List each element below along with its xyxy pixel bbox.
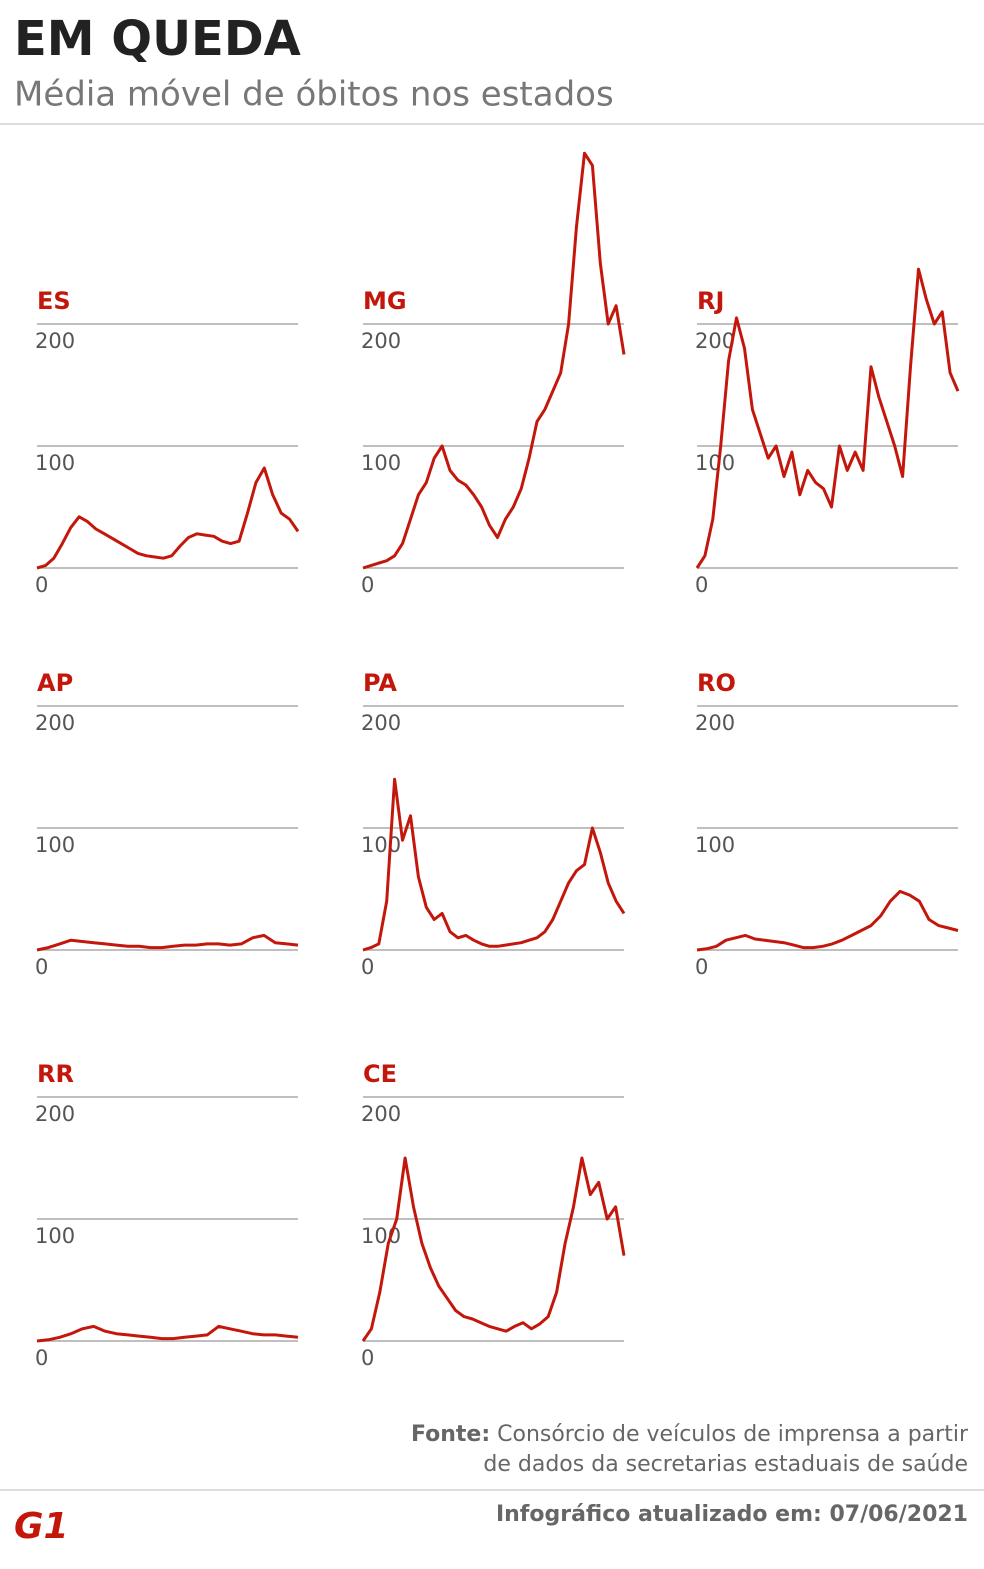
title: EM QUEDA xyxy=(14,11,301,67)
data-line xyxy=(696,889,959,952)
panel-title: MG xyxy=(363,287,407,315)
y-tick-label: 200 xyxy=(35,711,75,735)
y-tick-label: 200 xyxy=(361,329,401,353)
charts: ES 0 100 200 MG 0 100 200 RJ 0 100 200 AP 0 100 200 PA 0 1… xyxy=(35,151,960,1370)
panel-title: RR xyxy=(37,1060,74,1088)
updated: Infográfico atualizado em: 07/06/2021 xyxy=(496,1502,968,1527)
y-tick-label: 200 xyxy=(695,711,735,735)
data-line xyxy=(36,1324,299,1343)
y-tick-label: 200 xyxy=(695,329,735,353)
panel-title: CE xyxy=(363,1060,397,1088)
y-tick-label: 200 xyxy=(35,329,75,353)
y-tick-label: 100 xyxy=(35,1224,75,1248)
y-tick-label: 200 xyxy=(361,1102,401,1126)
y-tick-label: 100 xyxy=(361,451,401,475)
y-tick-label: 200 xyxy=(361,711,401,735)
panel-title: AP xyxy=(37,669,73,697)
source-text: de dados da secretarias estaduais de saú… xyxy=(483,1452,968,1477)
data-line xyxy=(695,267,960,569)
y-tick-label: 0 xyxy=(361,573,374,597)
source-label: Fonte: xyxy=(411,1422,490,1447)
y-tick-label: 0 xyxy=(695,955,708,979)
y-tick-label: 0 xyxy=(361,1346,374,1370)
source: Fonte: Consórcio de veículos de imprensa… xyxy=(411,1422,969,1447)
data-line xyxy=(36,933,299,952)
source-text: Consórcio de veículos de imprensa a part… xyxy=(497,1422,969,1447)
y-tick-label: 0 xyxy=(35,1346,48,1370)
y-tick-label: 100 xyxy=(35,833,75,857)
y-tick-label: 0 xyxy=(695,573,708,597)
y-tick-label: 100 xyxy=(695,451,735,475)
data-line xyxy=(362,151,626,570)
y-tick-label: 0 xyxy=(35,955,48,979)
data-line xyxy=(362,777,626,952)
y-tick-label: 0 xyxy=(361,955,374,979)
y-tick-label: 100 xyxy=(695,833,735,857)
panel-title: RJ xyxy=(697,287,724,315)
y-tick-label: 100 xyxy=(361,833,401,857)
logo: G1 xyxy=(14,1506,69,1547)
subtitle: Média móvel de óbitos nos estados xyxy=(14,75,614,115)
y-tick-label: 0 xyxy=(35,573,48,597)
y-tick-label: 100 xyxy=(35,451,75,475)
panel-title: ES xyxy=(37,287,71,315)
y-tick-label: 200 xyxy=(35,1102,75,1126)
data-line xyxy=(361,1156,626,1342)
data-line xyxy=(36,466,300,570)
panel-title: RO xyxy=(697,669,736,697)
panel-title: PA xyxy=(363,669,397,697)
